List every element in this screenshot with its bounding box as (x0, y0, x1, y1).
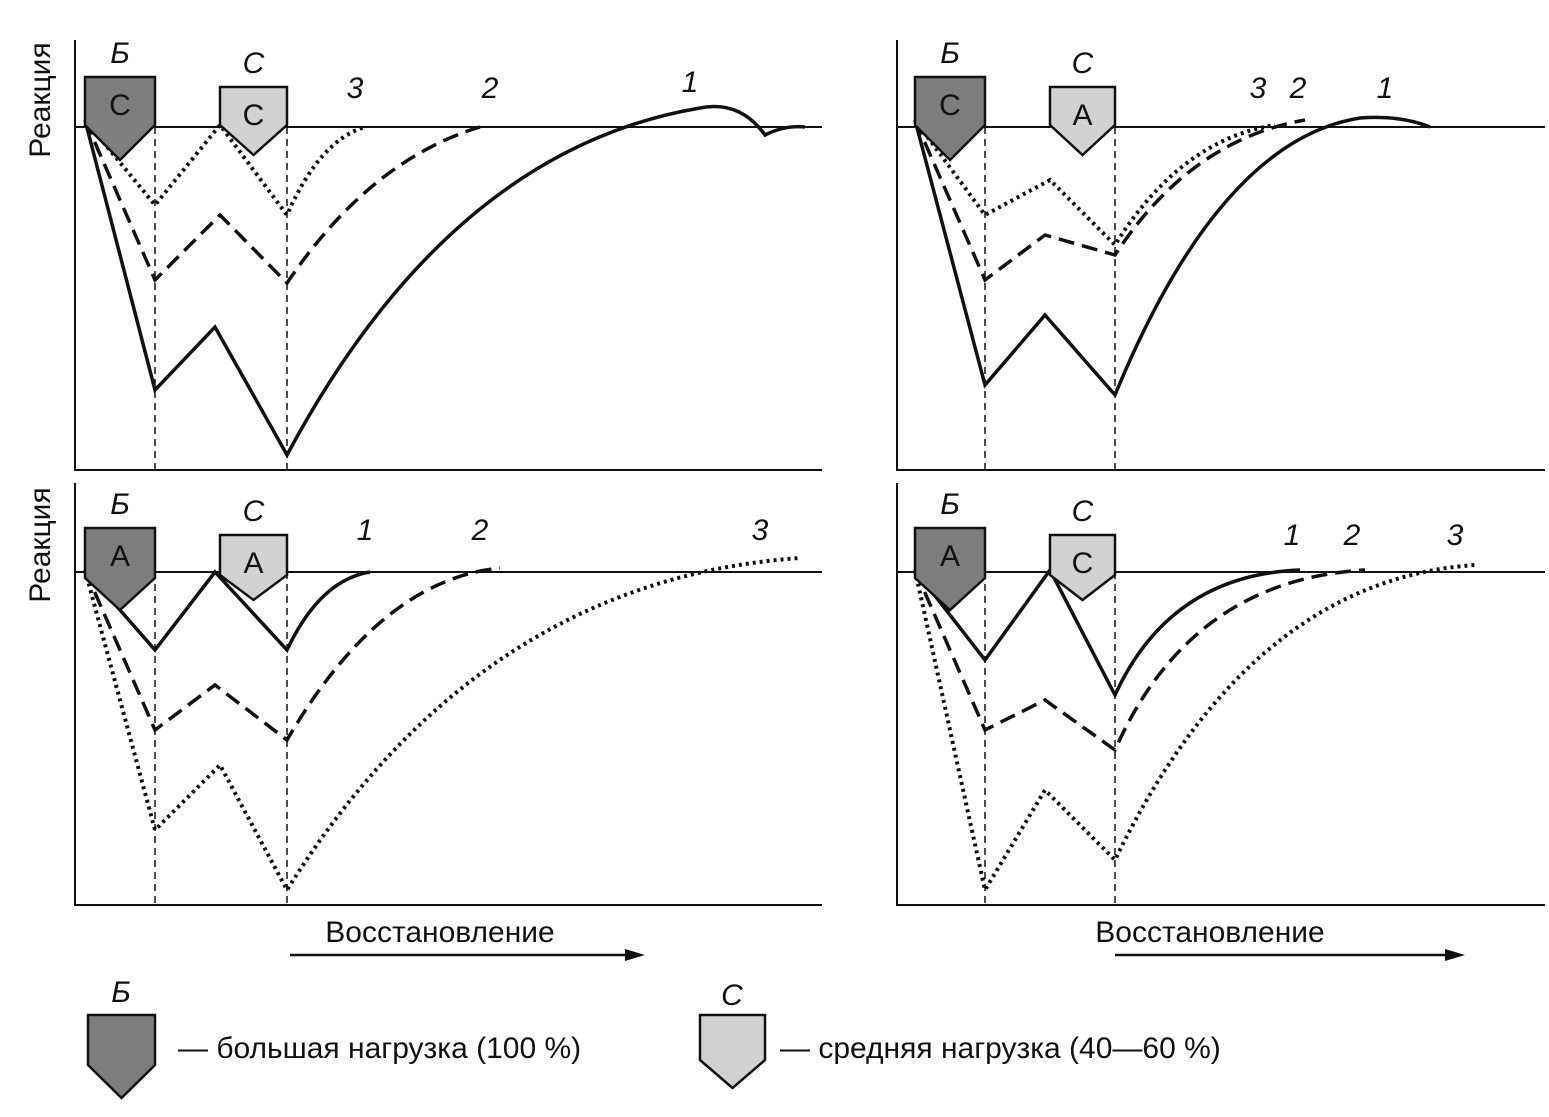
marker-code: С (243, 99, 265, 132)
arrow-head (1445, 949, 1465, 961)
axis-frame (74, 40, 822, 471)
curve-label: 2 (471, 514, 489, 547)
curve (913, 563, 1476, 896)
marker-code: А (110, 540, 130, 573)
load-marker (83, 75, 157, 162)
load-marker (86, 1013, 157, 1100)
curve-label: 1 (682, 66, 699, 99)
marker-label: Б (110, 37, 130, 70)
x-label: Восстановление (325, 916, 554, 949)
curve-label: 2 (481, 72, 499, 105)
curve-label: 1 (357, 514, 374, 547)
arrow-head (625, 949, 645, 961)
marker-label: С (243, 47, 265, 80)
marker-code: А (1072, 99, 1092, 132)
load-marker (913, 75, 987, 162)
marker-label: Б (110, 488, 130, 521)
legend-text: — средняя нагрузка (40—60 %) (780, 1032, 1221, 1065)
curves (83, 104, 1476, 896)
axis-frame (74, 483, 822, 906)
axis-frame (896, 40, 1545, 471)
curve (83, 568, 371, 654)
y-label: Реакция (24, 487, 57, 602)
marker-code: С (939, 89, 961, 122)
axis-frame (896, 483, 1545, 906)
load-marker (1048, 533, 1117, 602)
curve (913, 566, 1301, 699)
marker-code: С (1072, 547, 1094, 580)
x-label: Восстановление (1095, 916, 1324, 949)
legend-marker-label: Б (111, 976, 131, 1009)
load-marker (218, 533, 289, 602)
legend-text: — большая нагрузка (100 %) (178, 1032, 581, 1065)
marker-code: А (243, 547, 263, 580)
curve-label: 2 (1289, 72, 1307, 105)
curve (83, 566, 501, 743)
marker-label: С (243, 495, 265, 528)
load-marker (913, 526, 987, 612)
curve (83, 118, 366, 219)
marker-code: А (940, 540, 960, 573)
marker-code: С (109, 89, 131, 122)
curve (913, 118, 1276, 249)
y-label: Реакция (24, 42, 57, 157)
curve (913, 115, 1431, 399)
axes (74, 40, 1545, 906)
curve-label: 3 (1250, 72, 1267, 105)
curve (83, 556, 801, 894)
curve (913, 568, 1366, 753)
load-marker (218, 85, 289, 157)
curve-label: 2 (1343, 519, 1361, 552)
curve-label: 1 (1377, 72, 1394, 105)
load-marker (1048, 85, 1117, 157)
curve (83, 104, 806, 459)
curve (83, 119, 481, 286)
curve-label: 3 (347, 72, 364, 105)
marker-label: Б (940, 488, 960, 521)
legend-marker-label: С (721, 979, 743, 1012)
marker-label: Б (940, 37, 960, 70)
load-marker (698, 1013, 767, 1090)
marker-label: С (1072, 47, 1094, 80)
load-marker (83, 526, 157, 612)
arrows (290, 949, 1465, 961)
curve (913, 118, 1306, 283)
marker-label: С (1072, 495, 1094, 528)
curve-label: 3 (1447, 519, 1464, 552)
curve-label: 3 (752, 514, 769, 547)
curve-label: 1 (1284, 519, 1301, 552)
